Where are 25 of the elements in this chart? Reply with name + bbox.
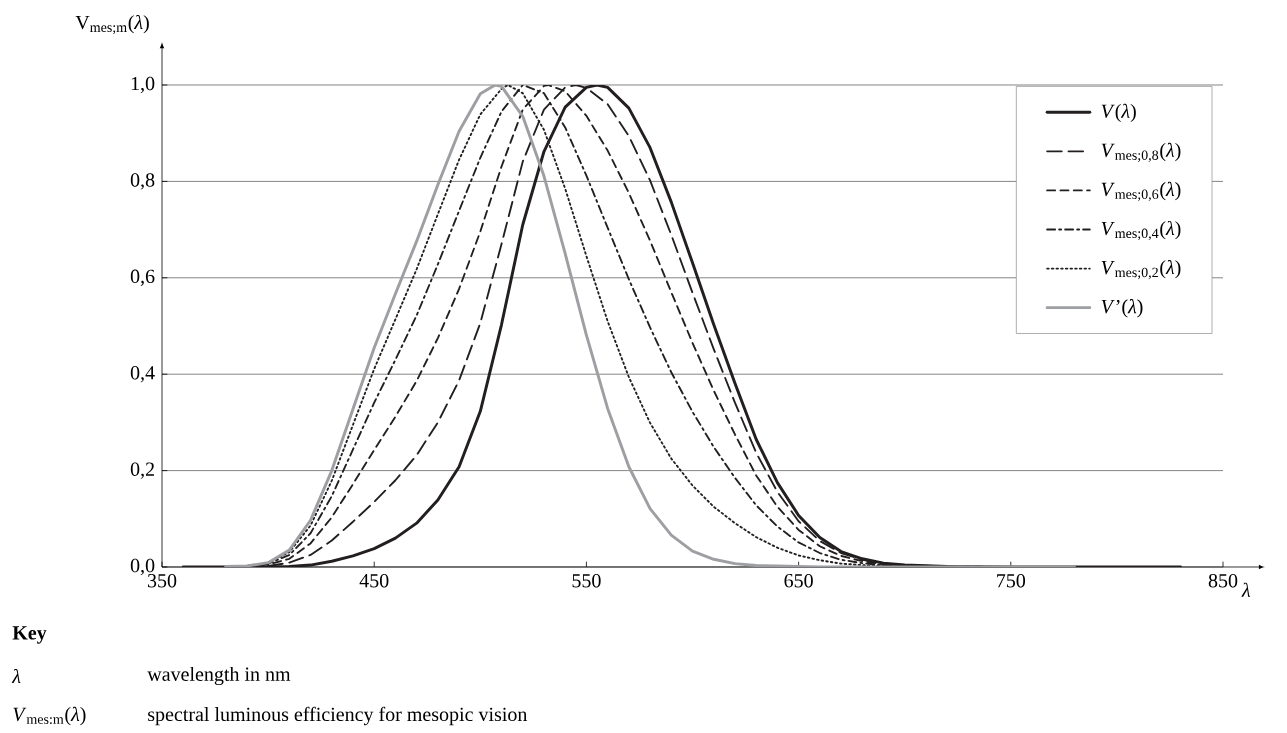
text: V$_{mes:m}$(λ) <box>13 706 86 726</box>
y-tick-label: 0,0 <box>130 558 155 576</box>
legend-label: V$_{mes;0,2}$(λ) <box>1101 260 1181 280</box>
legend-label: V(λ) <box>1101 103 1136 123</box>
x-tick-label: 850 <box>1208 573 1238 588</box>
y-tick-label: 0,2 <box>130 462 154 479</box>
y-tick-label: 0,4 <box>130 366 155 383</box>
legend-label: V$_{mes;0,6}$(λ) <box>1101 181 1181 201</box>
text: Key <box>12 626 47 644</box>
y-tick-label: 1,0 <box>131 76 155 94</box>
y-tick-label: 0,6 <box>130 269 155 286</box>
text: λ <box>11 668 21 684</box>
x-tick-label: 450 <box>359 573 389 588</box>
legend-label: V$_{mes;0,4}$(λ) <box>1101 220 1181 241</box>
x-tick-label: 750 <box>997 573 1026 588</box>
x-tick-label: 550 <box>572 573 601 588</box>
legend-label: V’(λ) <box>1101 299 1143 318</box>
x-axis-title: λ <box>1241 582 1251 597</box>
y-tick-label: 0,8 <box>130 173 155 190</box>
legend-label: V$_{mes;0,8}$(λ) <box>1101 142 1181 162</box>
x-tick-label: 650 <box>784 573 813 588</box>
text: wavelength in nm <box>147 666 291 686</box>
text: spectral luminous efficiency for mesopic vision <box>148 706 528 726</box>
y-axis-title: V$_{mes;m}$(λ) <box>75 14 149 35</box>
x-tick-label: 350 <box>147 573 177 588</box>
